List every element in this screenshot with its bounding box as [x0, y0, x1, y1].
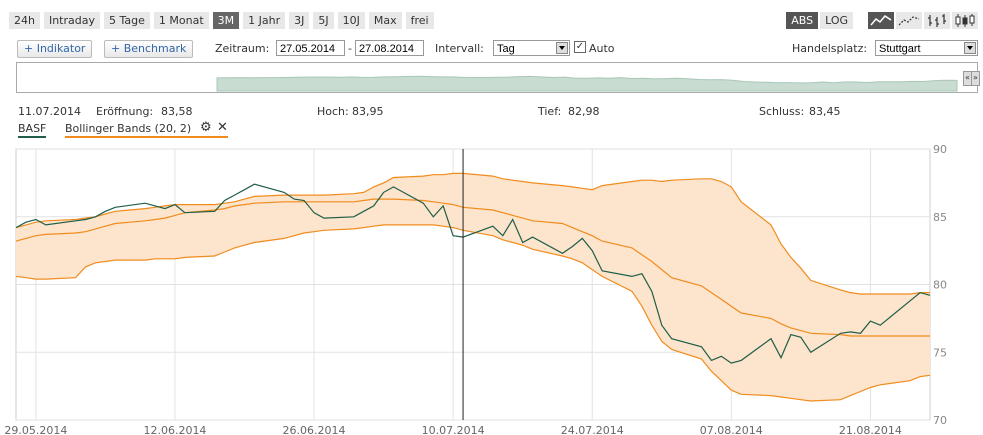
handelsplatz-label: Handelsplatz:	[792, 42, 868, 55]
abs-scale-tab[interactable]: ABS	[786, 12, 819, 29]
info-open: 83,58	[161, 105, 193, 118]
legend-bollinger-label: Bollinger Bands (20, 2)	[65, 122, 192, 135]
auto-label: Auto	[589, 42, 615, 55]
range-tab-3m[interactable]: 3M	[212, 12, 240, 29]
legend-bollinger[interactable]: Bollinger Bands (20, 2) ⚙ ✕	[65, 120, 228, 138]
chevron-down-icon	[964, 42, 976, 54]
navigator-sparkline	[216, 75, 958, 92]
y-tick-label: 85	[933, 211, 947, 224]
x-tick-label: 29.05.2014	[4, 424, 67, 435]
info-close: 83,45	[809, 105, 841, 118]
navigator-right-handle[interactable]: »	[971, 71, 980, 86]
intervall-select[interactable]: Tag	[493, 40, 570, 56]
band-fill	[16, 173, 930, 401]
range-tab-max[interactable]: Max	[368, 12, 402, 29]
info-open-label: Eröffnung:	[96, 105, 154, 118]
x-tick-label: 21.08.2014	[839, 424, 902, 435]
log-scale-tab[interactable]: LOG	[820, 12, 853, 29]
y-tick-label: 75	[933, 346, 947, 359]
auto-checkbox[interactable]: ✓	[574, 41, 586, 53]
range-tab-5-tage[interactable]: 5 Tage	[104, 12, 150, 29]
info-low: 82,98	[568, 105, 600, 118]
price-chart[interactable]: 70 75 80 85 90 29.05.2014 12.06.2014 26.06.2014…	[0, 140, 983, 435]
x-tick-label: 10.07.2014	[422, 424, 485, 435]
gear-icon[interactable]: ⚙	[200, 120, 212, 135]
info-date: 11.07.2014	[18, 105, 81, 118]
x-tick-label: 26.06.2014	[283, 424, 346, 435]
add-benchmark-button[interactable]: + Benchmark	[104, 40, 194, 58]
range-tab-3j[interactable]: 3J	[289, 12, 310, 29]
intervall-select-value: Tag	[497, 43, 515, 55]
info-close-label: Schluss:	[759, 105, 805, 118]
x-tick-label: 24.07.2014	[561, 424, 624, 435]
legend-basf[interactable]: BASF	[18, 122, 47, 138]
range-tabs: 24h Intraday 5 Tage 1 Monat 3M 1 Jahr 3J 5J 10J M…	[9, 12, 438, 29]
y-tick-label: 90	[933, 143, 947, 156]
y-tick-label: 80	[933, 279, 947, 292]
info-low-label: Tief:	[538, 105, 562, 118]
range-tab-frei[interactable]: frei	[405, 12, 434, 29]
x-tick-label: 07.08.2014	[700, 424, 763, 435]
y-tick-label: 70	[933, 414, 947, 427]
range-tab-intraday[interactable]: Intraday	[43, 12, 100, 29]
range-tab-1-monat[interactable]: 1 Monat	[153, 12, 209, 29]
intervall-label: Intervall:	[435, 42, 484, 55]
add-indicator-button[interactable]: + Indikator	[17, 40, 93, 58]
date-from-input[interactable]: 27.05.2014	[276, 40, 345, 56]
dotted-line-chart-icon[interactable]	[896, 12, 922, 29]
range-tab-1-jahr[interactable]: 1 Jahr	[243, 12, 286, 29]
x-tick-label: 12.06.2014	[143, 424, 206, 435]
date-to-input[interactable]: 27.08.2014	[355, 40, 424, 56]
chart-mode-tabs: ABS LOG	[784, 12, 978, 29]
ohlc-chart-icon[interactable]	[924, 12, 950, 29]
bollinger-band-area	[16, 173, 930, 401]
line-chart-icon[interactable]	[868, 12, 894, 29]
info-high: 83,95	[352, 105, 384, 118]
handelsplatz-select[interactable]: Stuttgart	[875, 40, 978, 56]
chevron-down-icon	[556, 42, 568, 54]
date-separator: -	[348, 42, 352, 55]
axes: 70 75 80 85 90 29.05.2014 12.06.2014 26.06.2014…	[4, 143, 947, 435]
close-icon[interactable]: ✕	[217, 120, 228, 135]
time-navigator[interactable]: « »	[16, 62, 980, 93]
series-lines	[15, 149, 931, 420]
zeitraum-label: Zeitraum:	[215, 42, 270, 55]
info-high-label: Hoch:	[317, 105, 349, 118]
candlestick-chart-icon[interactable]	[952, 12, 978, 29]
range-tab-24h[interactable]: 24h	[9, 12, 40, 29]
range-tab-10j[interactable]: 10J	[337, 12, 365, 29]
range-tab-5j[interactable]: 5J	[313, 12, 334, 29]
handelsplatz-select-value: Stuttgart	[879, 43, 921, 55]
